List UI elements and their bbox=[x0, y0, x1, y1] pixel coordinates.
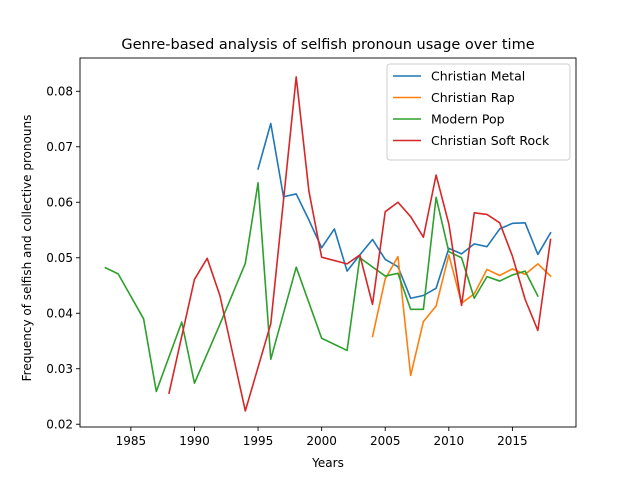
axes-layer: 1985 1990 1995 2000 2005 2010 2015 0.02 0.03 0.04… bbox=[46, 57, 577, 448]
x-tick-label: 2010 bbox=[434, 434, 465, 448]
x-tick-label: 1990 bbox=[179, 434, 210, 448]
y-tick-label: 0.06 bbox=[46, 196, 73, 210]
y-tick-label: 0.07 bbox=[46, 140, 73, 154]
x-tick-label: 2015 bbox=[497, 434, 528, 448]
series-line-christian-soft-rock bbox=[168, 76, 552, 412]
y-tick-label: 0.02 bbox=[46, 418, 73, 432]
legend-label-christian-metal: Christian Metal bbox=[431, 69, 525, 84]
y-axis-label: Frequency of selfish and collective pron… bbox=[20, 115, 34, 382]
y-tick-label: 0.08 bbox=[46, 85, 73, 99]
legend-label-christian-rap: Christian Rap bbox=[431, 90, 515, 105]
series-layer bbox=[104, 76, 552, 412]
legend-label-modern-pop: Modern Pop bbox=[431, 112, 505, 127]
y-tick-label: 0.03 bbox=[46, 362, 73, 376]
x-tick-label: 2000 bbox=[306, 434, 337, 448]
x-tick-label: 1995 bbox=[243, 434, 274, 448]
legend-box bbox=[386, 63, 571, 161]
legend-label-christian-soft-rock: Christian Soft Rock bbox=[431, 133, 550, 148]
y-tick-label: 0.04 bbox=[46, 307, 73, 321]
legend: Christian Metal Christian Rap Modern Pop Ch… bbox=[386, 63, 571, 161]
plot-frame bbox=[79, 57, 577, 428]
x-tick-label: 2005 bbox=[370, 434, 401, 448]
x-tick-label: 1985 bbox=[116, 434, 147, 448]
x-axis-label: Years bbox=[311, 456, 344, 470]
chart-title: Genre-based analysis of selfish pronoun … bbox=[121, 37, 534, 53]
y-tick-label: 0.05 bbox=[46, 251, 73, 265]
